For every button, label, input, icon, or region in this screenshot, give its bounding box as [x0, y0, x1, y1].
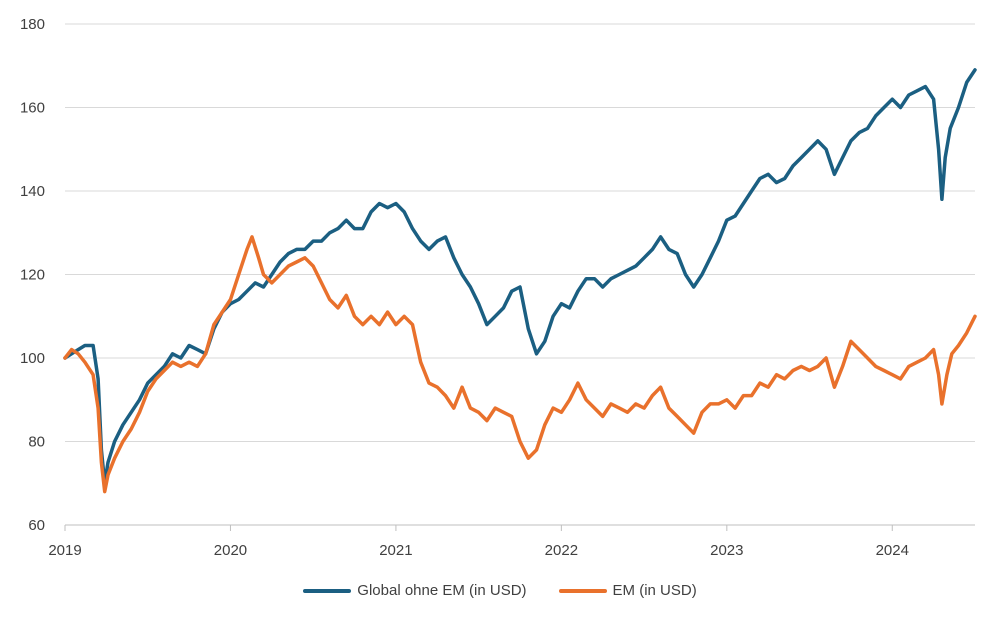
x-axis: 2019 2020 2021 2022 2023 2024: [48, 524, 975, 559]
x-tick-label: 2024: [876, 542, 909, 559]
y-tick-label: 160: [20, 100, 45, 117]
legend-label-em: EM (in USD): [612, 582, 697, 599]
x-tick-label: 2023: [710, 542, 743, 559]
legend-label-global-ohne-em: Global ohne EM (in USD): [357, 582, 527, 599]
series-group: [63, 68, 977, 494]
x-tick-label: 2022: [545, 542, 578, 559]
y-axis: 60 80 100 120 140 160 180: [20, 16, 45, 534]
y-tick-label: 180: [20, 16, 45, 33]
y-tick-label: 140: [20, 183, 45, 200]
y-tick-label: 60: [28, 517, 45, 534]
legend: Global ohne EM (in USD) EM (in USD): [0, 582, 1000, 599]
y-tick-label: 100: [20, 350, 45, 367]
y-tick-label: 80: [28, 434, 45, 451]
y-tick-label: 120: [20, 267, 45, 284]
series-line-em: [63, 235, 977, 494]
legend-item-global-ohne-em[interactable]: Global ohne EM (in USD): [303, 582, 527, 599]
gridlines: [65, 23, 975, 442]
legend-item-em[interactable]: EM (in USD): [558, 582, 697, 599]
legend-swatch-global-ohne-em: [303, 588, 352, 593]
series-line-global-ohne-em: [63, 68, 977, 486]
x-tick-label: 2019: [48, 542, 81, 559]
x-tick-label: 2020: [214, 542, 247, 559]
x-tick-label: 2021: [379, 542, 412, 559]
legend-swatch-em: [558, 588, 607, 593]
